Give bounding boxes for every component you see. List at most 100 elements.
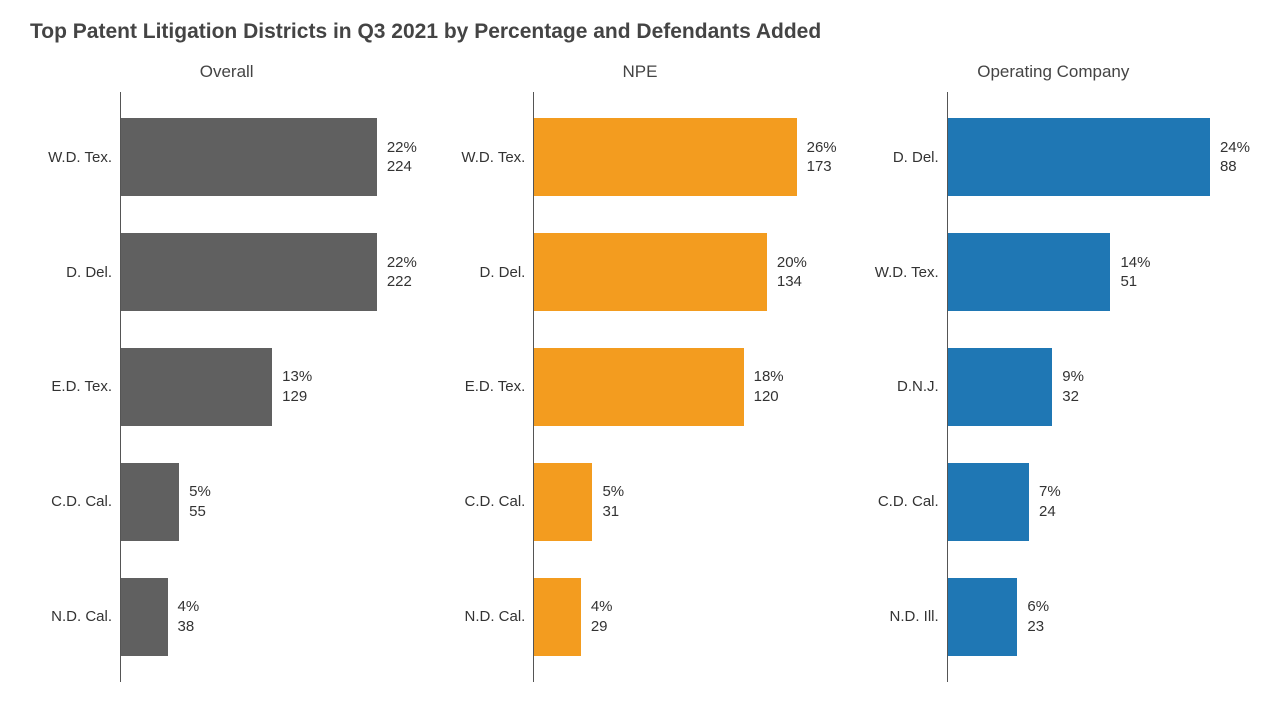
bar (121, 348, 272, 426)
bar-pct: 22% (387, 253, 417, 273)
ylabel: D. Del. (857, 149, 947, 166)
bar (948, 233, 1111, 311)
bar-row: 5%55 (121, 461, 423, 543)
bar-row: 24%88 (948, 116, 1250, 198)
ylabel: C.D. Cal. (30, 493, 120, 510)
bar-pct: 24% (1220, 138, 1250, 158)
bar-value-label: 26%173 (797, 138, 837, 177)
bar-value-label: 22%224 (377, 138, 417, 177)
bar-value-label: 24%88 (1210, 138, 1250, 177)
bar (534, 348, 743, 426)
bar-value-label: 18%120 (744, 367, 784, 406)
bar-value-label: 7%24 (1029, 482, 1061, 521)
bar (121, 233, 377, 311)
bar-row: 20%134 (534, 231, 836, 313)
bar-row: 22%222 (121, 231, 423, 313)
bar-value-label: 9%32 (1052, 367, 1084, 406)
bar (948, 118, 1210, 196)
ylabel: C.D. Cal. (857, 493, 947, 510)
bar (121, 578, 168, 656)
ylabels-operating: D. Del. W.D. Tex. D.N.J. C.D. Cal. N.D. … (857, 92, 947, 682)
bar-row: 4%38 (121, 576, 423, 658)
bar-row: 7%24 (948, 461, 1250, 543)
bar-count: 224 (387, 157, 417, 177)
bar-count: 31 (602, 502, 624, 522)
panel-title-overall: Overall (30, 62, 423, 82)
bar-pct: 26% (807, 138, 837, 158)
ylabel: D. Del. (30, 264, 120, 281)
bar-pct: 14% (1120, 253, 1150, 273)
bar-value-label: 20%134 (767, 253, 807, 292)
bar-value-label: 6%23 (1017, 597, 1049, 636)
bar-count: 129 (282, 387, 312, 407)
bars-operating: 24%88 14%51 9%32 7%24 6%23 (947, 92, 1250, 682)
bar-row: 22%224 (121, 116, 423, 198)
bar-row: 4%29 (534, 576, 836, 658)
panel-overall: Overall W.D. Tex. D. Del. E.D. Tex. C.D.… (30, 62, 423, 682)
panel-title-operating: Operating Company (857, 62, 1250, 82)
bar-value-label: 13%129 (272, 367, 312, 406)
ylabel: D. Del. (443, 264, 533, 281)
bar-value-label: 4%38 (168, 597, 200, 636)
bar-row: 14%51 (948, 231, 1250, 313)
bars-overall: 22%22422%22213%1295%554%38 (120, 92, 423, 682)
bar (121, 463, 179, 541)
ylabel: E.D. Tex. (443, 378, 533, 395)
bar (948, 463, 1029, 541)
ylabel: D.N.J. (857, 378, 947, 395)
bar-row: 26%173 (534, 116, 836, 198)
panel-npe: NPE W.D. Tex. D. Del. E.D. Tex. C.D. Cal… (443, 62, 836, 682)
chart-operating: D. Del. W.D. Tex. D.N.J. C.D. Cal. N.D. … (857, 92, 1250, 682)
chart-overall: W.D. Tex. D. Del. E.D. Tex. C.D. Cal. N.… (30, 92, 423, 682)
panel-title-npe: NPE (443, 62, 836, 82)
bar-row: 9%32 (948, 346, 1250, 428)
chart-title: Top Patent Litigation Districts in Q3 20… (30, 20, 1250, 44)
ylabel: C.D. Cal. (443, 493, 533, 510)
bar (121, 118, 377, 196)
bar-count: 134 (777, 272, 807, 292)
ylabel: N.D. Cal. (30, 608, 120, 625)
bar (534, 463, 592, 541)
bar-pct: 7% (1039, 482, 1061, 502)
bar-count: 29 (591, 617, 613, 637)
bar-pct: 20% (777, 253, 807, 273)
bar-value-label: 5%55 (179, 482, 211, 521)
bar-pct: 13% (282, 367, 312, 387)
bar-count: 51 (1120, 272, 1150, 292)
ylabels-npe: W.D. Tex. D. Del. E.D. Tex. C.D. Cal. N.… (443, 92, 533, 682)
bar-count: 55 (189, 502, 211, 522)
bar-count: 222 (387, 272, 417, 292)
ylabel: W.D. Tex. (857, 264, 947, 281)
bar-value-label: 5%31 (592, 482, 624, 521)
bar (534, 233, 767, 311)
bar-count: 24 (1039, 502, 1061, 522)
bar-pct: 5% (189, 482, 211, 502)
bar-pct: 9% (1062, 367, 1084, 387)
bar-row: 6%23 (948, 576, 1250, 658)
bar-pct: 6% (1027, 597, 1049, 617)
ylabel: N.D. Ill. (857, 608, 947, 625)
ylabel: N.D. Cal. (443, 608, 533, 625)
ylabels-overall: W.D. Tex. D. Del. E.D. Tex. C.D. Cal. N.… (30, 92, 120, 682)
chart-npe: W.D. Tex. D. Del. E.D. Tex. C.D. Cal. N.… (443, 92, 836, 682)
bar-value-label: 4%29 (581, 597, 613, 636)
chart-panels: Overall W.D. Tex. D. Del. E.D. Tex. C.D.… (30, 62, 1250, 682)
bar-row: 13%129 (121, 346, 423, 428)
bar (948, 578, 1018, 656)
bar-pct: 4% (178, 597, 200, 617)
bar-count: 38 (178, 617, 200, 637)
bar-count: 120 (754, 387, 784, 407)
bar-row: 5%31 (534, 461, 836, 543)
bar-count: 32 (1062, 387, 1084, 407)
bar-pct: 22% (387, 138, 417, 158)
bar-row: 18%120 (534, 346, 836, 428)
bar-count: 173 (807, 157, 837, 177)
ylabel: W.D. Tex. (443, 149, 533, 166)
bar-value-label: 22%222 (377, 253, 417, 292)
bar-pct: 18% (754, 367, 784, 387)
bar (948, 348, 1053, 426)
bar-pct: 4% (591, 597, 613, 617)
bar-count: 88 (1220, 157, 1250, 177)
bar (534, 578, 581, 656)
bar-pct: 5% (602, 482, 624, 502)
